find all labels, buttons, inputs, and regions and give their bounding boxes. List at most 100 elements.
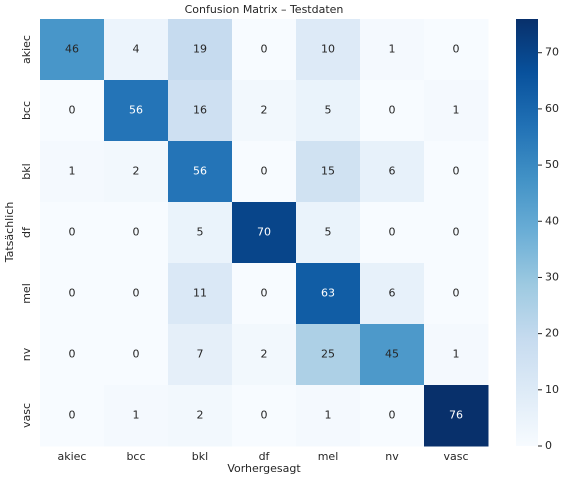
cell-label: 0 [133,348,140,361]
heatmap-cell [168,19,233,81]
y-tick-label: nv [20,347,33,361]
y-axis-label: Tatsächlich [3,202,16,264]
heatmap-cell [296,80,361,142]
cell-label: 76 [449,409,463,422]
y-tick-label: bkl [20,163,33,179]
cell-label: 7 [197,348,204,361]
cell-label: 11 [193,287,207,300]
heatmap-cell [168,141,233,203]
cell-label: 4 [133,43,140,56]
heatmap-cell [232,202,297,264]
heatmap-cell [40,385,105,447]
cell-label: 0 [389,409,396,422]
cell-label: 10 [321,43,335,56]
heatmap-cell [40,141,105,203]
x-axis-label: Vorhergesagt [227,462,301,475]
heatmap-cell [296,385,361,447]
y-tick-label: mel [20,283,33,304]
heatmap-cell [40,202,105,264]
x-tick-label: akiec [58,450,87,463]
cell-label: 0 [453,43,460,56]
cell-label: 0 [69,348,76,361]
cell-label: 0 [133,226,140,239]
heatmap-cell [232,385,297,447]
cell-label: 0 [69,287,76,300]
heatmap-cell [40,324,105,386]
cell-label: 0 [69,226,76,239]
cell-label: 16 [193,104,207,117]
cell-label: 70 [257,226,271,239]
heatmap-cell [424,141,489,203]
heatmap-cell [168,263,233,325]
cell-label: 5 [325,226,332,239]
heatmap-cell [168,324,233,386]
heatmap-cell [232,263,297,325]
y-tick-label: df [20,226,33,238]
colorbar-tick-label: 70 [545,46,559,59]
heatmap-cell [168,80,233,142]
heatmap-cell [296,324,361,386]
y-tick-label: bcc [20,101,33,120]
heatmap-cell [40,263,105,325]
heatmap-cell [104,263,169,325]
cell-label: 0 [261,165,268,178]
heatmap-cell [232,141,297,203]
heatmap-cell [296,141,361,203]
colorbar-tick-label: 40 [545,214,559,227]
cell-label: 0 [69,409,76,422]
colorbar-tick-label: 20 [545,327,559,340]
heatmap-cell [104,202,169,264]
cell-label: 0 [453,287,460,300]
cell-label: 1 [325,409,332,422]
cell-label: 6 [389,287,396,300]
cell-label: 5 [325,104,332,117]
heatmap-cell [296,19,361,81]
heatmap-cell [168,202,233,264]
heatmap-cell [424,80,489,142]
heatmap-cell [360,324,425,386]
cell-label: 2 [133,165,140,178]
cell-label: 1 [389,43,396,56]
heatmap-cell [104,141,169,203]
x-tick-label: vasc [443,450,468,463]
heatmap-cell [104,19,169,81]
colorbar-tick-label: 0 [545,439,552,452]
cell-label: 56 [129,104,143,117]
heatmap-cell [424,263,489,325]
heatmap-cell [40,19,105,81]
cell-label: 63 [321,287,335,300]
cell-label: 2 [197,409,204,422]
x-tick-label: df [259,450,271,463]
y-tick-label: vasc [20,403,33,428]
colorbar-tick-label: 60 [545,102,559,115]
heatmap-cell [296,263,361,325]
cell-label: 1 [453,348,460,361]
cell-label: 0 [389,226,396,239]
colorbar-tick-label: 10 [545,383,559,396]
heatmap-cell [424,324,489,386]
x-tick-label: nv [385,450,399,463]
heatmap-cell [360,263,425,325]
cell-label: 15 [321,165,335,178]
heatmap-cell [232,19,297,81]
cell-label: 0 [261,409,268,422]
cell-label: 1 [453,104,460,117]
heatmap-cell [232,324,297,386]
heatmap-cell [360,80,425,142]
y-tick-label: akiec [20,35,33,64]
cell-label: 1 [69,165,76,178]
colorbar-tick-label: 50 [545,158,559,171]
heatmap-cell [424,19,489,81]
heatmap-cell [104,324,169,386]
colorbar-tick-label: 30 [545,270,559,283]
cell-label: 56 [193,165,207,178]
heatmap-cell [360,385,425,447]
cell-label: 0 [453,226,460,239]
cell-label: 0 [261,287,268,300]
heatmap-cell [40,80,105,142]
cell-label: 2 [261,348,268,361]
heatmap-cell [104,385,169,447]
x-tick-label: bkl [192,450,208,463]
cell-label: 5 [197,226,204,239]
